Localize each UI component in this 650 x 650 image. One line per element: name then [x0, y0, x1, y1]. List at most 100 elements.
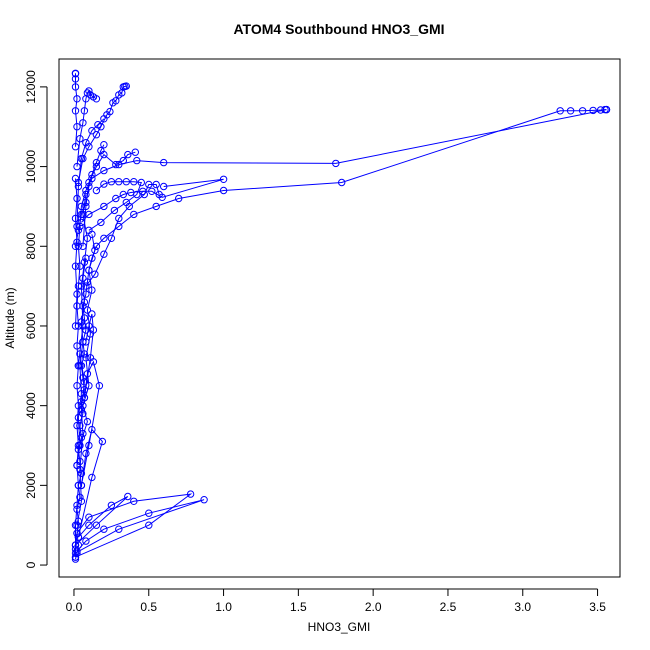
- data-point: [119, 156, 128, 165]
- data-point: [92, 242, 101, 251]
- series-line: [75, 109, 607, 558]
- data-point: [107, 501, 116, 509]
- data-point: [122, 198, 131, 207]
- data-point: [88, 310, 96, 318]
- data-point: [73, 222, 81, 231]
- data-point: [589, 106, 597, 115]
- data-point: [160, 158, 168, 167]
- series-22: [71, 141, 108, 251]
- data-point: [71, 174, 80, 183]
- data-point: [71, 83, 80, 91]
- data-point: [122, 82, 131, 90]
- series-14: [73, 87, 101, 171]
- data-point: [85, 87, 93, 95]
- data-point: [71, 143, 80, 151]
- data-point: [71, 69, 80, 78]
- x-axis-label: HNO3_GMI: [308, 620, 371, 634]
- data-point: [82, 537, 90, 545]
- series-line: [74, 178, 78, 327]
- data-point: [338, 178, 346, 187]
- data-point: [82, 190, 90, 199]
- data-point: [79, 322, 87, 330]
- series-line: [75, 496, 129, 546]
- series-9: [82, 180, 163, 290]
- series-4: [71, 496, 208, 557]
- data-point: [100, 115, 108, 123]
- data-point: [80, 298, 89, 306]
- data-point: [219, 175, 228, 184]
- data-point: [73, 461, 81, 470]
- series-line: [76, 353, 85, 526]
- series-line: [77, 428, 103, 538]
- data-point: [130, 178, 138, 186]
- y-tick-label: 12000: [24, 70, 38, 104]
- series-19: [73, 254, 90, 470]
- data-point: [95, 382, 104, 390]
- data-point: [85, 521, 93, 529]
- data-point: [566, 107, 575, 115]
- series-line: [75, 493, 193, 558]
- y-axis: 0 2000 4000 6000 8000 10000 12000: [24, 70, 48, 568]
- data-point: [332, 159, 340, 168]
- series-line: [75, 144, 105, 247]
- data-point: [82, 449, 90, 458]
- data-point: [200, 496, 208, 504]
- series-line: [76, 118, 105, 227]
- data-point: [94, 121, 102, 129]
- data-point: [83, 306, 92, 314]
- data-point: [139, 187, 147, 196]
- data-point: [83, 234, 92, 243]
- data-point: [85, 182, 93, 191]
- data-point: [100, 202, 108, 211]
- data-point: [74, 413, 83, 422]
- data-point: [74, 182, 83, 191]
- data-point: [124, 150, 132, 159]
- x-tick-label: 1.5: [290, 600, 307, 614]
- data-point: [71, 541, 80, 549]
- data-point: [130, 497, 138, 505]
- data-point: [76, 350, 84, 358]
- data-point: [110, 206, 119, 215]
- data-point: [82, 254, 90, 262]
- data-point: [73, 529, 81, 537]
- data-point: [80, 107, 89, 115]
- y-tick-label: 10000: [24, 150, 38, 184]
- data-point: [92, 158, 101, 167]
- data-point: [92, 95, 101, 103]
- data-point: [152, 202, 160, 211]
- data-point: [112, 97, 120, 105]
- x-tick-label: 1.0: [215, 600, 232, 614]
- data-point: [73, 194, 81, 203]
- data-point: [100, 525, 108, 533]
- series-20: [71, 174, 81, 330]
- y-tick-label: 2000: [24, 472, 38, 499]
- y-tick-label: 6000: [24, 312, 38, 339]
- data-point: [71, 214, 80, 223]
- series-layer: [71, 69, 611, 563]
- series-line: [74, 73, 78, 147]
- data-point: [115, 214, 123, 223]
- data-point: [76, 441, 84, 450]
- series-line: [83, 313, 94, 398]
- data-point: [77, 481, 86, 490]
- chart-title: ATOM4 Southbound HNO3_GMI: [233, 21, 444, 37]
- data-point: [100, 166, 108, 175]
- series-line: [75, 499, 205, 554]
- series-line: [76, 258, 87, 466]
- data-point: [88, 286, 96, 294]
- data-point: [77, 390, 86, 398]
- data-point: [112, 194, 120, 203]
- data-point: [219, 186, 228, 195]
- x-tick-label: 2.5: [440, 600, 457, 614]
- data-point: [76, 493, 84, 501]
- data-point: [86, 354, 95, 362]
- data-point: [88, 473, 96, 482]
- data-point: [85, 441, 93, 450]
- data-point: [145, 180, 153, 189]
- data-point: [77, 210, 86, 219]
- data-point: [73, 95, 81, 103]
- y-tick-label: 4000: [24, 392, 38, 419]
- data-point: [73, 123, 81, 131]
- data-point: [152, 180, 160, 189]
